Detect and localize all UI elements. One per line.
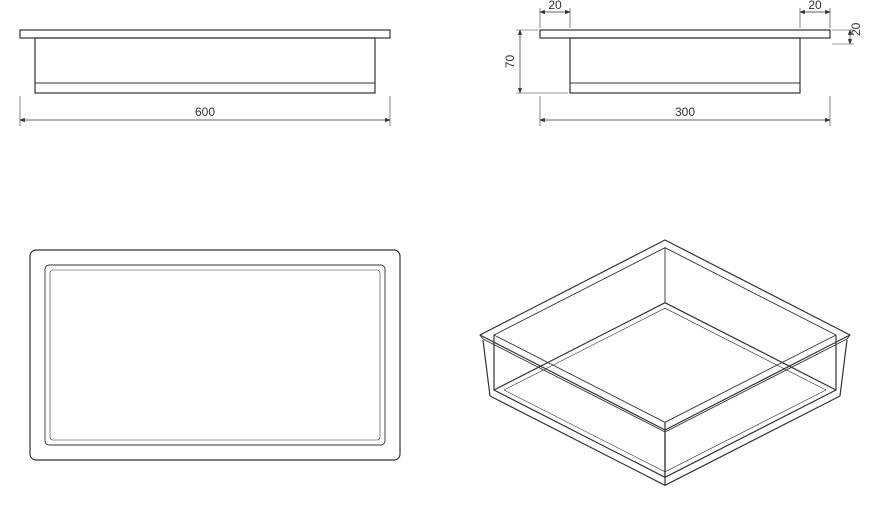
technical-drawing: 600 20 20 70 20 300 bbox=[0, 0, 885, 507]
dim-depth: 70 bbox=[503, 55, 517, 69]
dim-side-width: 300 bbox=[675, 105, 695, 119]
plan-view bbox=[30, 250, 400, 460]
dim-thickness: 20 bbox=[849, 22, 863, 36]
isometric-view bbox=[480, 240, 850, 485]
side-elevation: 20 20 70 20 300 bbox=[503, 0, 863, 126]
dim-flange-right: 20 bbox=[808, 0, 822, 12]
front-elevation: 600 bbox=[20, 30, 390, 126]
dim-front-width: 600 bbox=[195, 105, 215, 119]
dim-flange-left: 20 bbox=[548, 0, 562, 12]
